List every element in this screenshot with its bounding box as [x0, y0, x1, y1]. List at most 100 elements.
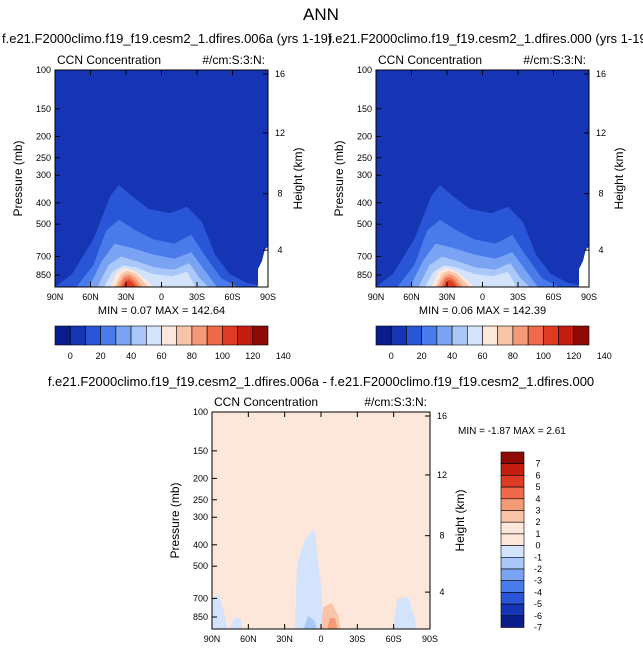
contour-fill [55, 70, 268, 287]
y2-tick-label: 4 [277, 245, 282, 255]
colorbar-swatch [100, 325, 117, 346]
colorbar-label: -3 [534, 576, 542, 586]
colorbar-label: 40 [126, 351, 136, 361]
colorbar-swatch [206, 325, 223, 346]
y2-tick-label: 12 [596, 128, 606, 138]
colorbar-swatch [252, 325, 269, 346]
colorbar-swatch [500, 463, 525, 476]
colorbar-label: 40 [447, 351, 457, 361]
y-tick-label: 250 [357, 153, 372, 163]
colorbar-swatch [500, 568, 525, 581]
y-tick-label: 400 [36, 198, 51, 208]
y-tick-label: 400 [193, 540, 208, 550]
colorbar-label: 3 [535, 506, 540, 516]
colorbar-swatch [500, 580, 525, 593]
colorbar-label: 0 [68, 351, 73, 361]
y-tick-label: 300 [357, 170, 372, 180]
colorbar-label: 20 [417, 351, 427, 361]
min-max-text: MIN = -1.87 MAX = 2.61 [458, 426, 566, 437]
y-tick-label: 700 [36, 251, 51, 261]
x-tick-label: 60S [386, 634, 402, 644]
colorbar-swatch [482, 325, 499, 346]
x-tick-label: 60S [545, 292, 561, 302]
contour-neg-right [392, 596, 417, 629]
colorbar-swatch [500, 533, 525, 546]
y2-tick-label: 4 [439, 587, 444, 597]
x-tick-label: 30S [189, 292, 205, 302]
x-tick-label: 90N [47, 292, 64, 302]
colorbar-swatch [500, 475, 525, 488]
panel-title: f.e21.F2000climo.f19_f19.cesm2_1.dfires.… [2, 31, 332, 46]
y-tick-label: 150 [193, 446, 208, 456]
y-tick-label: 850 [357, 270, 372, 280]
x-tick-label: 90S [581, 292, 597, 302]
y-tick-label: 200 [357, 131, 372, 141]
y-tick-label: 200 [36, 131, 51, 141]
colorbar-swatch [115, 325, 132, 346]
y-tick-label: 850 [193, 612, 208, 622]
panel-0: f.e21.F2000climo.f19_f19.cesm2_1.dfires.… [2, 31, 332, 361]
colorbar-swatch [527, 325, 544, 346]
x-tick-label: 30N [118, 292, 135, 302]
x-tick-label: 60N [403, 292, 420, 302]
colorbar-swatch [176, 325, 193, 346]
contour-pos-core [327, 618, 338, 629]
x-tick-label: 0 [480, 292, 485, 302]
colorbar-label: 6 [535, 470, 540, 480]
colorbar-label: 20 [96, 351, 106, 361]
y2-axis-label: Height (km) [612, 147, 626, 209]
colorbar-swatch [500, 521, 525, 535]
missing-data-region [579, 247, 589, 287]
y-tick-label: 500 [36, 219, 51, 229]
x-tick-label: 0 [159, 292, 164, 302]
contour-neg-small [229, 618, 243, 629]
colorbar-label: -5 [534, 599, 542, 609]
y-tick-label: 200 [193, 473, 208, 483]
colorbar-label: 60 [156, 351, 166, 361]
panel-subtitle-left: CCN Concentration [57, 53, 161, 67]
colorbar-swatch [500, 451, 525, 464]
colorbar-swatch [543, 325, 559, 346]
colorbar-swatch [161, 325, 178, 346]
colorbar-swatch [451, 325, 468, 346]
y2-tick-label: 12 [437, 470, 447, 480]
x-tick-label: 90S [422, 634, 438, 644]
colorbar-swatch [390, 325, 407, 346]
x-tick-label: 30S [349, 634, 365, 644]
colorbar-swatch [500, 592, 525, 605]
panel-subtitle-right: #/cm:S:3:N: [523, 53, 586, 67]
y-axis-label: Pressure (mb) [11, 140, 25, 216]
colorbar-swatch [436, 325, 453, 346]
panel-subtitle-left: CCN Concentration [214, 395, 318, 409]
y2-axis-label: Height (km) [291, 147, 305, 209]
colorbar-label: 140 [276, 351, 291, 361]
y-tick-label: 300 [36, 170, 51, 180]
x-tick-label: 90N [204, 634, 221, 644]
y-tick-label: 100 [36, 65, 51, 75]
colorbar-swatch [573, 325, 590, 346]
panel-subtitle-right: #/cm:S:3:N: [364, 395, 427, 409]
y-tick-label: 150 [357, 104, 372, 114]
y-axis-label: Pressure (mb) [332, 140, 346, 216]
colorbar-swatch [421, 325, 438, 346]
panel-2: f.e21.F2000climo.f19_f19.cesm2_1.dfires.… [48, 374, 594, 644]
x-tick-label: 60N [240, 634, 257, 644]
colorbar-label: 4 [535, 494, 540, 504]
y-axis-label: Pressure (mb) [168, 482, 182, 558]
colorbar-label: -4 [534, 587, 542, 597]
y-tick-label: 700 [193, 593, 208, 603]
missing-data-region [258, 247, 268, 287]
colorbar-label: 2 [535, 517, 540, 527]
x-tick-label: 30N [276, 634, 293, 644]
y-tick-label: 150 [36, 104, 51, 114]
colorbar-swatch [497, 325, 514, 346]
y2-axis-label: Height (km) [453, 489, 467, 551]
colorbar-swatch [500, 603, 525, 617]
y2-tick-label: 12 [275, 128, 285, 138]
contour-neg-plume [294, 529, 324, 629]
colorbar-swatch [512, 325, 529, 346]
x-tick-label: 90S [260, 292, 276, 302]
colorbar-swatch [237, 325, 254, 346]
page-title: ANN [303, 5, 339, 24]
